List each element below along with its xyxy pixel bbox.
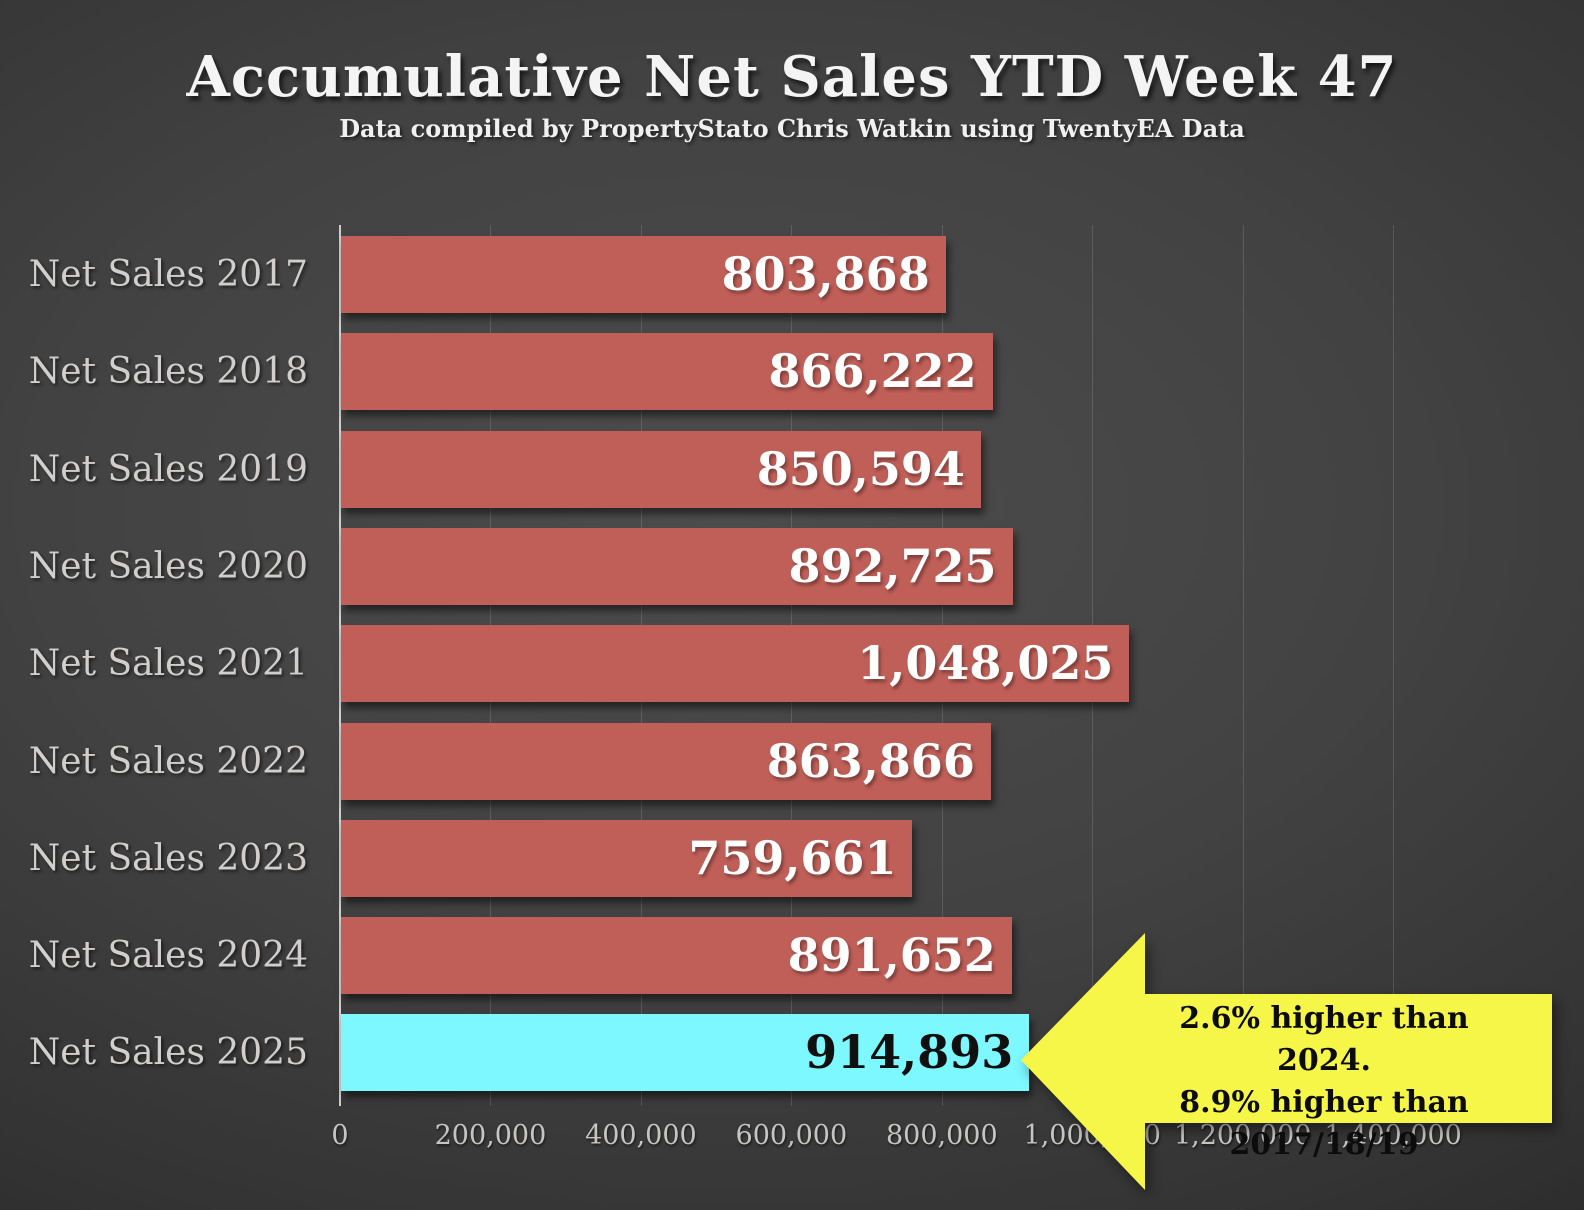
left-arrow-shape xyxy=(1021,933,1552,1190)
category-label: Net Sales 2024 xyxy=(28,935,308,977)
x-axis-tick-label: 800,000 xyxy=(885,1120,998,1151)
page-title: Accumulative Net Sales YTD Week 47 xyxy=(186,44,1398,110)
x-axis-tick-label: 600,000 xyxy=(735,1120,848,1151)
bar: 892,725 xyxy=(341,527,1013,605)
category-label: Net Sales 2017 xyxy=(28,254,308,295)
gridline xyxy=(1393,225,1395,1106)
bar-value-label: 892,725 xyxy=(788,538,997,593)
bar: 891,652 xyxy=(341,917,1012,995)
category-label: Net Sales 2019 xyxy=(28,448,308,490)
bar-value-label: 863,866 xyxy=(766,733,975,788)
category-label: Net Sales 2021 xyxy=(28,643,308,685)
bar-row: Net Sales 2019 850,594 xyxy=(0,430,1584,508)
bar-row: Net Sales 2023 759,661 xyxy=(0,819,1584,897)
category-label: Net Sales 2022 xyxy=(28,740,308,782)
bar-value-label: 866,222 xyxy=(768,344,977,399)
category-label: Net Sales 2025 xyxy=(28,1032,308,1074)
annotation-line: 8.9% higher than xyxy=(1179,1085,1469,1120)
bar-value-label: 850,594 xyxy=(756,441,965,496)
category-label: Net Sales 2018 xyxy=(28,351,308,393)
gridline xyxy=(1242,225,1244,1106)
bar: 803,868 xyxy=(341,236,946,313)
y-axis-line xyxy=(339,225,341,1106)
bar-row: Net Sales 2017 803,868 xyxy=(0,236,1584,313)
bar-row: Net Sales 2018 866,222 xyxy=(0,333,1584,411)
bar: 914,893 xyxy=(341,1014,1030,1092)
bar: 1,048,025 xyxy=(341,625,1130,703)
annotation-text: 2.6% higher than 2024. 8.9% higher than 20… xyxy=(1128,998,1520,1166)
x-axis-tick-label: 400,000 xyxy=(585,1120,697,1151)
bar-value-label: 803,868 xyxy=(721,247,930,301)
bar-row: Net Sales 2022 863,866 xyxy=(0,722,1584,800)
bar-value-label: 891,652 xyxy=(787,928,996,983)
x-axis-tick-label: 1,200,000 xyxy=(1173,1120,1312,1151)
x-axis-tick-label: 200,000 xyxy=(434,1120,547,1151)
category-label: Net Sales 2020 xyxy=(28,545,308,587)
bar-row: Net Sales 2021 1,048,025 xyxy=(0,625,1584,703)
bar-value-label: 759,661 xyxy=(688,830,897,885)
x-axis-tick-label: 0 xyxy=(331,1120,349,1151)
bar-value-label: 1,048,025 xyxy=(857,636,1114,691)
bar-value-label: 914,893 xyxy=(805,1025,1014,1080)
bar: 866,222 xyxy=(341,333,993,411)
annotation-line: 2017/18/19 xyxy=(1229,1127,1419,1162)
x-axis-tick-label: 1,400,000 xyxy=(1324,1120,1462,1151)
bar-row: Net Sales 2025 914,893 xyxy=(0,1014,1584,1092)
bar: 759,661 xyxy=(341,819,913,897)
bar-row: Net Sales 2024 891,652 xyxy=(0,917,1584,995)
category-label: Net Sales 2023 xyxy=(28,837,308,879)
bar-row: Net Sales 2020 892,725 xyxy=(0,527,1584,605)
bar: 863,866 xyxy=(341,722,991,800)
page-subtitle: Data compiled by PropertyStato Chris Wat… xyxy=(339,114,1245,143)
bar: 850,594 xyxy=(341,430,981,508)
annotation-line: 2.6% higher than 2024. xyxy=(1179,1001,1469,1078)
